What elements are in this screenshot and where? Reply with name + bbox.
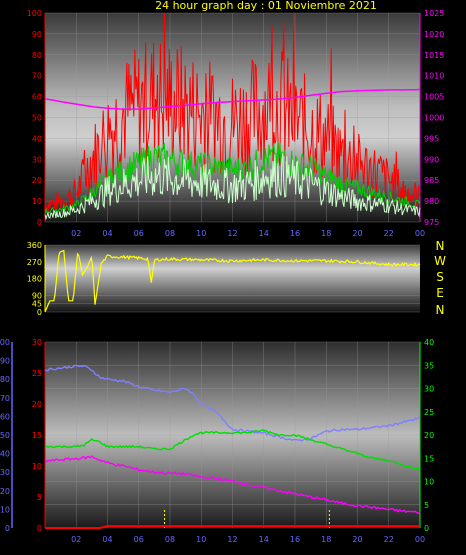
y-tick-label: 10 <box>32 197 42 206</box>
y-humidity-tick-label: 60 <box>0 412 10 421</box>
y-humidity-tick-label: 80 <box>0 375 10 384</box>
x-tick-label: 16 <box>290 229 300 238</box>
series-line <box>44 141 421 215</box>
y-tick-label: 15 <box>32 431 42 440</box>
y2-tick-label: 1000 <box>424 114 444 123</box>
x-tick-label: 20 <box>352 229 362 238</box>
x-tick-label: 10 <box>196 229 206 238</box>
y-humidity-tick-label: 0 <box>5 524 10 533</box>
y-tick-label: 20 <box>32 176 42 185</box>
x-tick-label: 10 <box>196 535 206 544</box>
y-tick-label: 80 <box>32 51 42 60</box>
series-line-humidity <box>44 364 421 442</box>
y-tick-label: 90 <box>32 30 42 39</box>
y-tick-label: 70 <box>32 72 42 81</box>
compass-labels: N W S E N <box>434 239 446 317</box>
y-tick-label: 5 <box>37 493 42 502</box>
y-humidity-tick-label: 90 <box>0 357 10 366</box>
x-tick-label: 16 <box>290 535 300 544</box>
x-tick-label: 08 <box>165 535 175 544</box>
y2-tick-label: 995 <box>424 134 439 143</box>
y-humidity-tick-label: 40 <box>0 450 10 459</box>
y-tick-label: 0 <box>37 308 42 317</box>
series-line <box>44 249 421 313</box>
series-line-temperature <box>44 429 421 472</box>
series-line <box>44 153 421 221</box>
x-tick-label: 04 <box>102 535 112 544</box>
y-tick-label: 60 <box>32 93 42 102</box>
x-tick-label: 14 <box>259 535 269 544</box>
x-tick-label: 08 <box>165 229 175 238</box>
y2-tick-label: 20 <box>424 431 434 440</box>
y-tick-label: 30 <box>32 338 42 347</box>
y2-tick-label: 40 <box>424 338 434 347</box>
x-tick-label: 00 <box>415 535 425 544</box>
y2-tick-label: 1025 <box>424 9 444 18</box>
x-tick-label: 00 <box>415 229 425 238</box>
x-tick-label: 22 <box>384 535 394 544</box>
y2-tick-label: 1020 <box>424 30 444 39</box>
y-humidity-tick-label: 100 <box>0 338 10 347</box>
y-humidity-tick-label: 70 <box>0 394 10 403</box>
y-tick-label: 10 <box>32 462 42 471</box>
y2-tick-label: 10 <box>424 478 434 487</box>
y2-tick-label: 980 <box>424 197 439 206</box>
y2-tick-label: 35 <box>424 361 434 370</box>
y-humidity-tick-label: 50 <box>0 431 10 440</box>
y-tick-label: 0 <box>37 218 42 227</box>
y-tick-label: 180 <box>27 275 42 284</box>
series-line <box>44 88 421 110</box>
x-tick-label: 14 <box>259 229 269 238</box>
y2-tick-label: 1015 <box>424 51 444 60</box>
y2-tick-label: 25 <box>424 408 434 417</box>
compass-label: N <box>436 239 445 253</box>
y2-tick-label: 975 <box>424 218 439 227</box>
x-tick-label: 12 <box>227 229 237 238</box>
y2-tick-label: 30 <box>424 385 434 394</box>
page-title: 24 hour graph day : 01 Noviembre 2021 <box>155 0 377 12</box>
y2-tick-label: 1010 <box>424 72 444 81</box>
y-tick-label: 30 <box>32 155 42 164</box>
compass-label: W <box>434 254 446 268</box>
y-tick-label: 20 <box>32 400 42 409</box>
y-tick-label: 40 <box>32 134 42 143</box>
series-line <box>44 12 421 213</box>
x-tick-label: 02 <box>71 535 81 544</box>
x-tick-label: 18 <box>321 229 331 238</box>
y-humidity-tick-label: 10 <box>0 505 10 514</box>
x-tick-label: 12 <box>227 535 237 544</box>
y-tick-label: 50 <box>32 114 42 123</box>
y-tick-label: 360 <box>27 241 42 250</box>
compass-label: S <box>436 270 444 284</box>
y-tick-label: 100 <box>27 9 42 18</box>
y-tick-label: 270 <box>27 258 42 267</box>
y2-tick-label: 990 <box>424 155 439 164</box>
y-tick-label: 90 <box>32 291 42 300</box>
series-line-dewpoint <box>44 455 421 515</box>
y2-tick-label: 5 <box>424 501 429 510</box>
wind-panel: 0102030405060708090100975980985990995100… <box>27 9 445 238</box>
y2-tick-label: 15 <box>424 454 434 463</box>
series-line-rain <box>45 525 420 529</box>
y-tick-label: 0 <box>37 524 42 533</box>
y-humidity-tick-label: 30 <box>0 468 10 477</box>
x-tick-label: 20 <box>352 535 362 544</box>
y-tick-label: 45 <box>32 300 42 309</box>
temperature-humidity-panel: 0102030405060708090100051015202530051015… <box>0 338 434 544</box>
y2-tick-label: 1005 <box>424 93 444 102</box>
x-tick-label: 18 <box>321 535 331 544</box>
y2-tick-label: 985 <box>424 176 439 185</box>
x-tick-label: 02 <box>71 229 81 238</box>
x-tick-label: 04 <box>102 229 112 238</box>
y2-tick-label: 0 <box>424 524 429 533</box>
x-tick-label: 22 <box>384 229 394 238</box>
x-tick-label: 06 <box>134 535 144 544</box>
y-humidity-tick-label: 20 <box>0 487 10 496</box>
compass-label: N <box>436 303 445 317</box>
compass-label: E <box>436 286 444 300</box>
x-tick-label: 06 <box>134 229 144 238</box>
y-tick-label: 25 <box>32 369 42 378</box>
